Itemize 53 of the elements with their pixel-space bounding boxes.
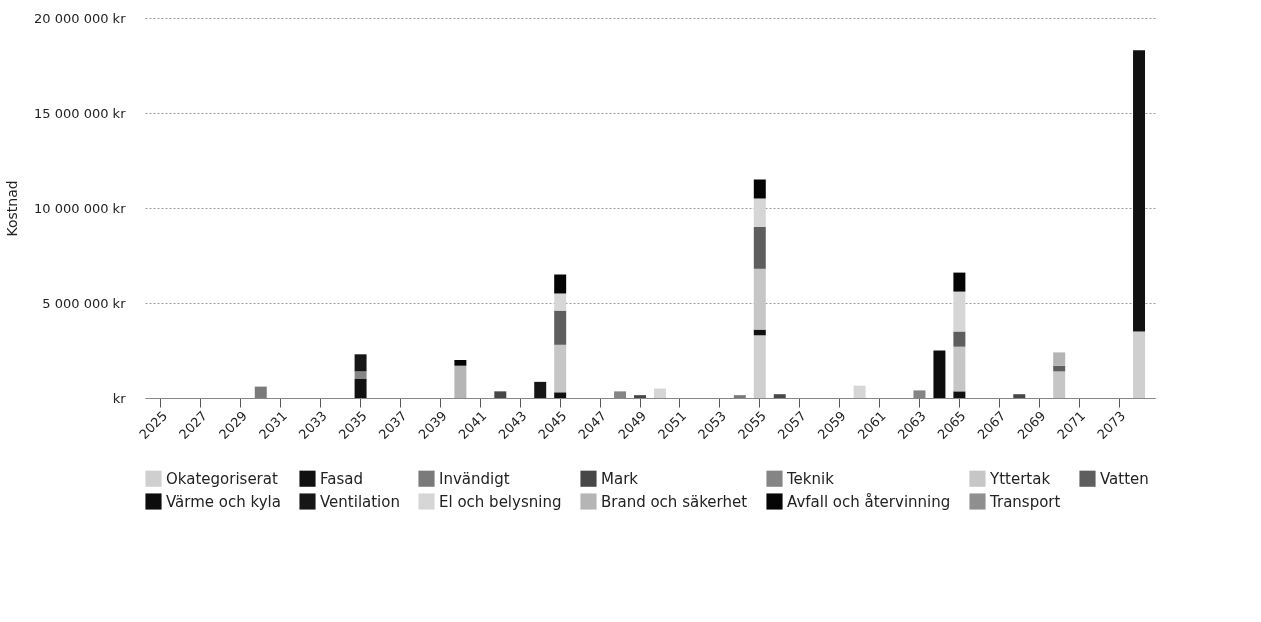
bar [354,371,367,379]
bar [953,391,966,398]
legend-label: Yttertak [989,469,1051,488]
bar [534,381,547,398]
legend-label: Mark [601,469,639,488]
legend-label: Okategoriserat [166,469,278,488]
legend-label: Vatten [1100,469,1149,488]
bar [953,346,966,392]
bar [554,293,567,311]
bar [853,385,866,398]
bar [653,388,666,398]
bar [753,268,766,330]
bar [554,344,567,393]
legend-label: Teknik [786,469,835,488]
legend-label: Invändigt [439,469,510,488]
y-axis-title: Kostnad [4,180,21,237]
legend-label: Fasad [320,469,363,488]
legend-label: Avfall och återvinning [787,492,951,511]
bar [454,365,467,398]
bar [1053,352,1066,366]
legend-label: Värme och kyla [166,492,281,511]
bar [773,394,786,398]
bar [753,198,766,227]
legend-label: Brand och säkerhet [601,492,748,511]
y-tick-label: 5 000 000 kr [42,295,127,311]
bar [634,395,647,398]
bar [1053,371,1066,398]
legend-label: Ventilation [320,492,400,511]
bar [1133,50,1146,332]
legend-label: Transport [989,492,1061,511]
y-tick-label: 10 000 000 kr [34,200,127,216]
bar [753,335,766,398]
bar [494,391,507,398]
bar [953,331,966,347]
bar [554,392,567,398]
bar [953,291,966,332]
legend-label: El och belysning [439,492,562,511]
bar [953,272,966,292]
bar [753,179,766,199]
y-tick-label: 15 000 000 kr [34,105,127,121]
y-tick-label: kr [112,390,127,406]
bar [753,227,766,269]
bar [354,354,367,372]
bar [1013,394,1026,398]
bar [254,386,267,398]
y-tick-label: 20 000 000 kr [34,10,127,26]
bar [1133,331,1146,398]
bar [554,274,567,294]
bar [933,350,946,398]
bar [354,379,367,398]
bar [733,395,746,398]
bar [454,360,467,366]
bar [554,310,567,345]
